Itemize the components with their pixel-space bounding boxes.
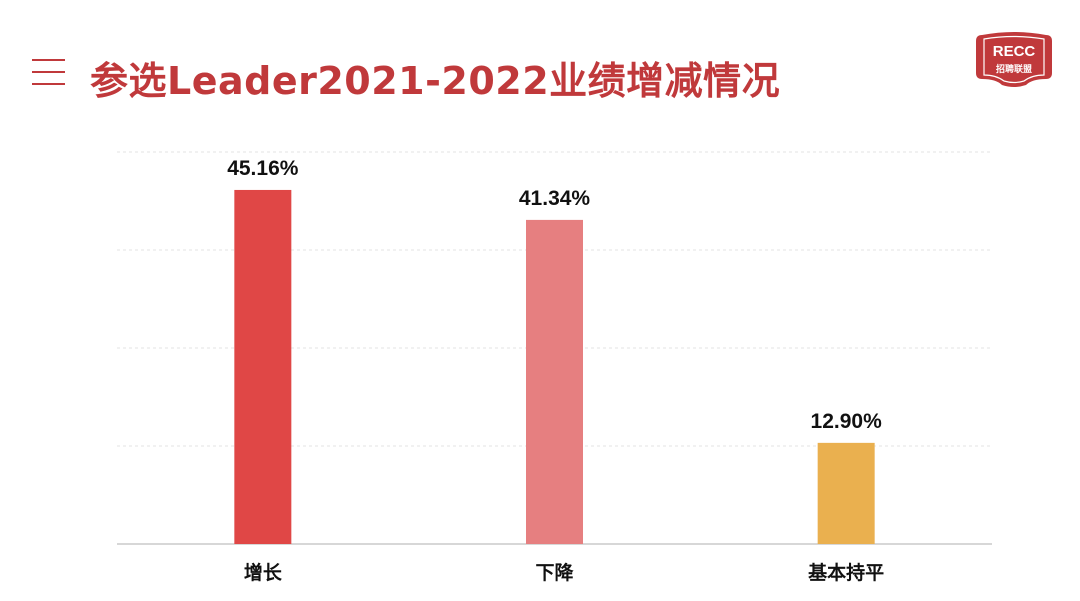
logo-text: RECC [992, 43, 1036, 60]
page-title: 参选Leader2021-2022业绩增减情况 [90, 59, 781, 103]
data-label: 12.90% [811, 410, 883, 433]
bar-2 [526, 219, 583, 544]
bar-3 [817, 442, 875, 544]
data-label: 41.34% [519, 187, 591, 210]
logo-subtext: 招聘联盟 [995, 65, 1032, 75]
x-tick-label: 下降 [535, 561, 574, 584]
recc-logo: RECC 招聘联盟 [976, 31, 1052, 87]
data-label: 45.16% [227, 157, 299, 180]
x-tick-label: 基本持平 [807, 561, 884, 584]
menu-icon[interactable] [32, 59, 65, 85]
x-tick-label: 增长 [244, 561, 283, 584]
bar-1 [234, 189, 292, 544]
